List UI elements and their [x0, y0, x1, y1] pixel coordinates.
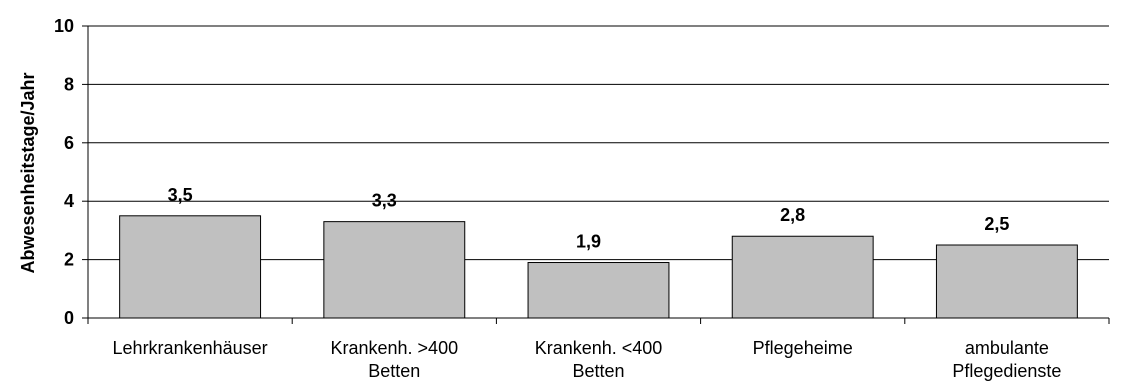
x-tick-label: Krankenh. >400 — [330, 338, 458, 358]
y-tick-label: 0 — [64, 308, 74, 328]
labels: 0 2 4 6 8 10 3,5 Lehrkrankenhäuser 3,3 Krankenh. … — [54, 16, 1061, 381]
axes — [82, 25, 1110, 324]
x-tick-label: Krankenh. <400 — [535, 338, 663, 358]
data-label: 3,3 — [372, 191, 397, 211]
x-tick-label: Pflegeheime — [753, 338, 853, 358]
y-axis-title: Abwesenheitstage/Jahr — [18, 72, 38, 273]
x-tick-label: Pflegedienste — [952, 361, 1061, 381]
bar — [731, 235, 874, 319]
y-tick-label: 2 — [64, 250, 74, 270]
bar — [119, 215, 262, 319]
data-label: 2,5 — [984, 214, 1009, 234]
x-tick-label: Lehrkrankenhäuser — [113, 338, 268, 358]
x-tick-label: Betten — [572, 361, 624, 381]
data-label: 3,5 — [168, 185, 193, 205]
data-label: 1,9 — [576, 232, 601, 252]
data-label: 2,8 — [780, 205, 805, 225]
bar — [527, 262, 670, 319]
y-tick-label: 6 — [64, 133, 74, 153]
x-tick-label: Betten — [368, 361, 420, 381]
x-tick-label: ambulante — [965, 338, 1049, 358]
y-tick-label: 8 — [64, 74, 74, 94]
y-tick-label: 10 — [54, 16, 74, 36]
bar — [935, 244, 1078, 319]
y-tick-label: 4 — [64, 191, 74, 211]
bar — [323, 221, 466, 319]
bars — [119, 215, 1078, 319]
